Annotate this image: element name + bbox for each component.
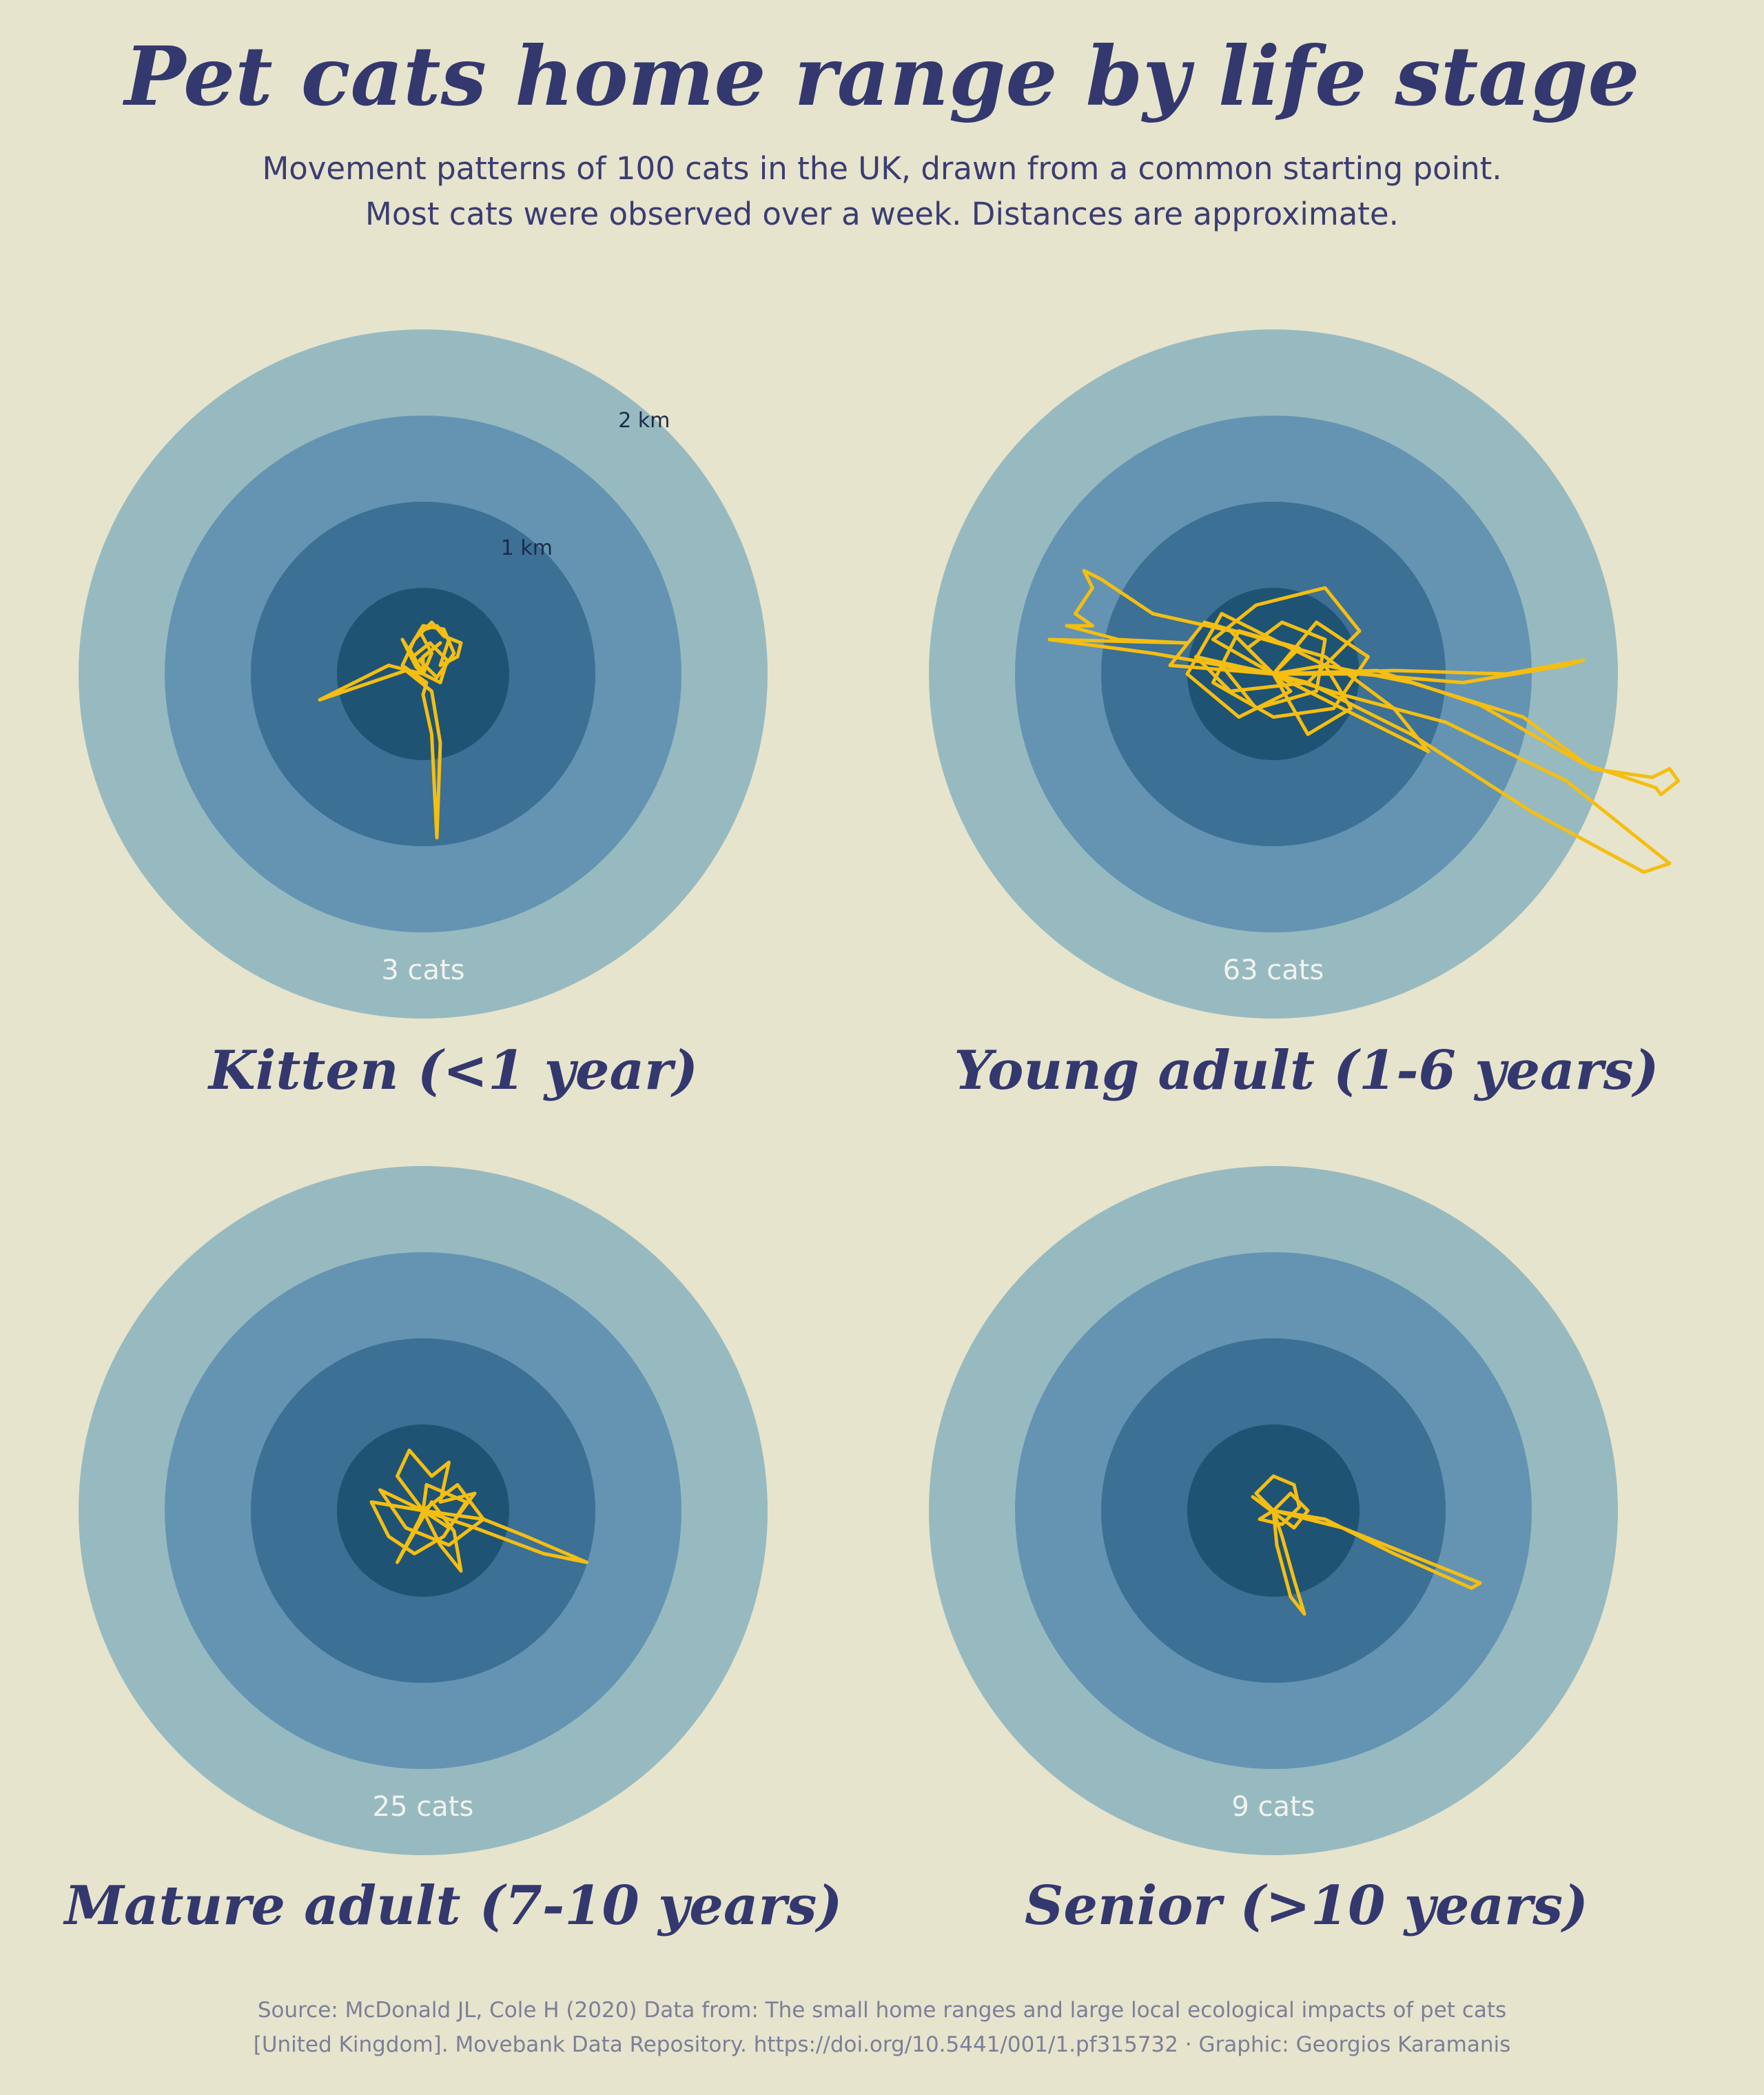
- cat-track: [1271, 658, 1586, 684]
- cat-track: [400, 637, 449, 684]
- panel-title: Young adult (1-6 years): [954, 1039, 1659, 1102]
- cat-track: [1220, 620, 1327, 711]
- cat-track: [1271, 1509, 1482, 1590]
- caption-line-2: [United Kingdom]. Movebank Data Reposito…: [253, 2032, 1511, 2057]
- cat-count-label: 25 cats: [373, 1791, 474, 1823]
- cat-track: [1251, 1491, 1310, 1530]
- chart-subtitle: Movement patterns of 100 cats in the UK,…: [0, 146, 1764, 237]
- panel-1: 63 cats Young adult (1-6 years): [929, 329, 1680, 1102]
- cat-track: [1271, 1509, 1306, 1616]
- subtitle-line-2: Most cats were observed over a week. Dis…: [365, 196, 1399, 232]
- source-caption: Source: McDonald JL, Cole H (2020) Data …: [0, 1993, 1764, 2062]
- panel-title: Mature adult (7-10 years): [63, 1874, 843, 1937]
- cat-track: [1047, 569, 1275, 676]
- cat-track: [1254, 1474, 1301, 1526]
- chart-title: Pet cats home range by life stage: [124, 28, 1640, 124]
- cat-track: [1168, 620, 1430, 753]
- panel-title: Senior (>10 years): [1025, 1874, 1588, 1937]
- cat-count-label: 9 cats: [1231, 1791, 1315, 1823]
- panel-3: 9 cats Senior (>10 years): [929, 1166, 1618, 1937]
- subtitle-line-1: Movement patterns of 100 cats in the UK,…: [262, 150, 1502, 187]
- cat-track: [378, 1483, 485, 1547]
- panel-title: Kitten (<1 year): [207, 1039, 698, 1102]
- cat-track: [1271, 664, 1680, 797]
- cat-track: [396, 1500, 463, 1573]
- cat-track: [369, 1483, 468, 1555]
- cat-count-label: 63 cats: [1223, 954, 1324, 986]
- panel-2: 25 cats Mature adult (7-10 years): [63, 1166, 843, 1937]
- cat-track: [1185, 612, 1353, 736]
- ring-label-1km: 1 km: [501, 536, 553, 560]
- panel-0: 2 km 1 km 3 cats Kitten (<1 year): [79, 329, 768, 1102]
- ring-label-2km: 2 km: [618, 409, 670, 433]
- caption-line-1: Source: McDonald JL, Cole H (2020) Data …: [257, 1998, 1507, 2023]
- cat-count-label: 3 cats: [381, 954, 464, 986]
